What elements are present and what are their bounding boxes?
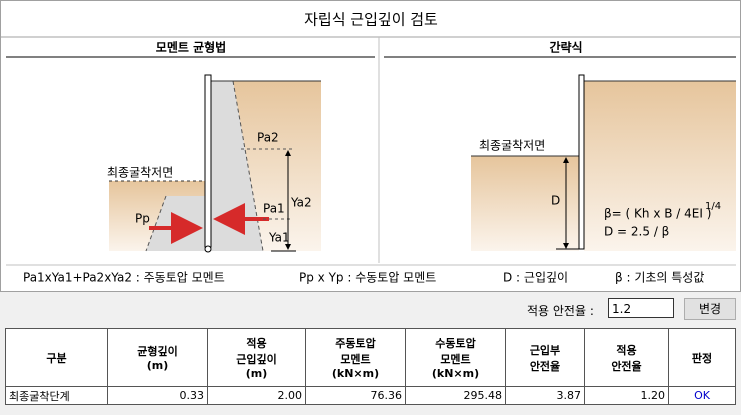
formula: β= ( Kh x B / 4EI ) bbox=[604, 207, 711, 221]
column-header: 근입부 안전율 bbox=[505, 328, 585, 387]
diagram: 자립식 근입깊이 검토 모멘트 균형법 간략식 최종굴착저면 Pa2 Ya2 P… bbox=[1, 11, 740, 285]
table-cell: 최종굴착단계 bbox=[5, 386, 108, 405]
table-cell: 76.36 bbox=[305, 386, 406, 405]
pa2-label: Pa2 bbox=[257, 131, 279, 145]
legend-text: D : 근입깊이 bbox=[503, 271, 568, 285]
title: 자립식 근입깊이 검토 bbox=[304, 11, 438, 29]
change-button[interactable]: 변경 bbox=[684, 298, 736, 320]
panel-title: 모멘트 균형법 bbox=[156, 40, 226, 55]
column-header: 판정 bbox=[668, 328, 736, 387]
result-table: 구분 균형깊이 (m) 적용 근입깊이 (m) 주동토압 모멘트 (kN×m) 수동토압… bbox=[5, 328, 736, 405]
column-header: 적용 안전율 bbox=[584, 328, 669, 387]
table-cell: 0.33 bbox=[107, 386, 208, 405]
pp-label: Pp bbox=[135, 212, 150, 226]
formula-exponent: 1/4 bbox=[705, 201, 721, 212]
column-header: 적용 근입깊이 (m) bbox=[207, 328, 306, 387]
table-cell: OK bbox=[668, 386, 736, 405]
table-cell: 3.87 bbox=[505, 386, 585, 405]
legend-text: Pa1xYa1+Pa2xYa2 : 주동토압 모멘트 bbox=[23, 271, 225, 285]
legend-text: β : 기초의 특성값 bbox=[615, 271, 704, 285]
safety-input[interactable]: 1.2 bbox=[608, 298, 674, 318]
diagram-panel: 자립식 근입깊이 검토 모멘트 균형법 간략식 최종굴착저면 Pa2 Ya2 P… bbox=[0, 0, 741, 292]
table-cell: 295.48 bbox=[405, 386, 506, 405]
table-cell: 1.20 bbox=[584, 386, 669, 405]
column-header: 구분 bbox=[5, 328, 108, 387]
column-header: 주동토압 모멘트 (kN×m) bbox=[305, 328, 406, 387]
column-header: 균형깊이 (m) bbox=[107, 328, 208, 387]
panel-title: 간략식 bbox=[549, 40, 582, 55]
excavation-label: 최종굴착저면 bbox=[479, 139, 545, 153]
ya1-label: Ya1 bbox=[268, 231, 290, 245]
ya2-label: Ya2 bbox=[290, 196, 312, 210]
pa1-label: Pa1 bbox=[263, 202, 285, 216]
safety-label: 적용 안전율 : bbox=[527, 304, 594, 318]
d-label: D bbox=[551, 194, 560, 208]
formula: D = 2.5 / β bbox=[604, 225, 669, 239]
excavation-label: 최종굴착저면 bbox=[107, 166, 173, 180]
table-cell: 2.00 bbox=[207, 386, 306, 405]
legend-text: Pp x Yp : 수동토압 모멘트 bbox=[299, 271, 436, 285]
column-header: 수동토압 모멘트 (kN×m) bbox=[405, 328, 506, 387]
